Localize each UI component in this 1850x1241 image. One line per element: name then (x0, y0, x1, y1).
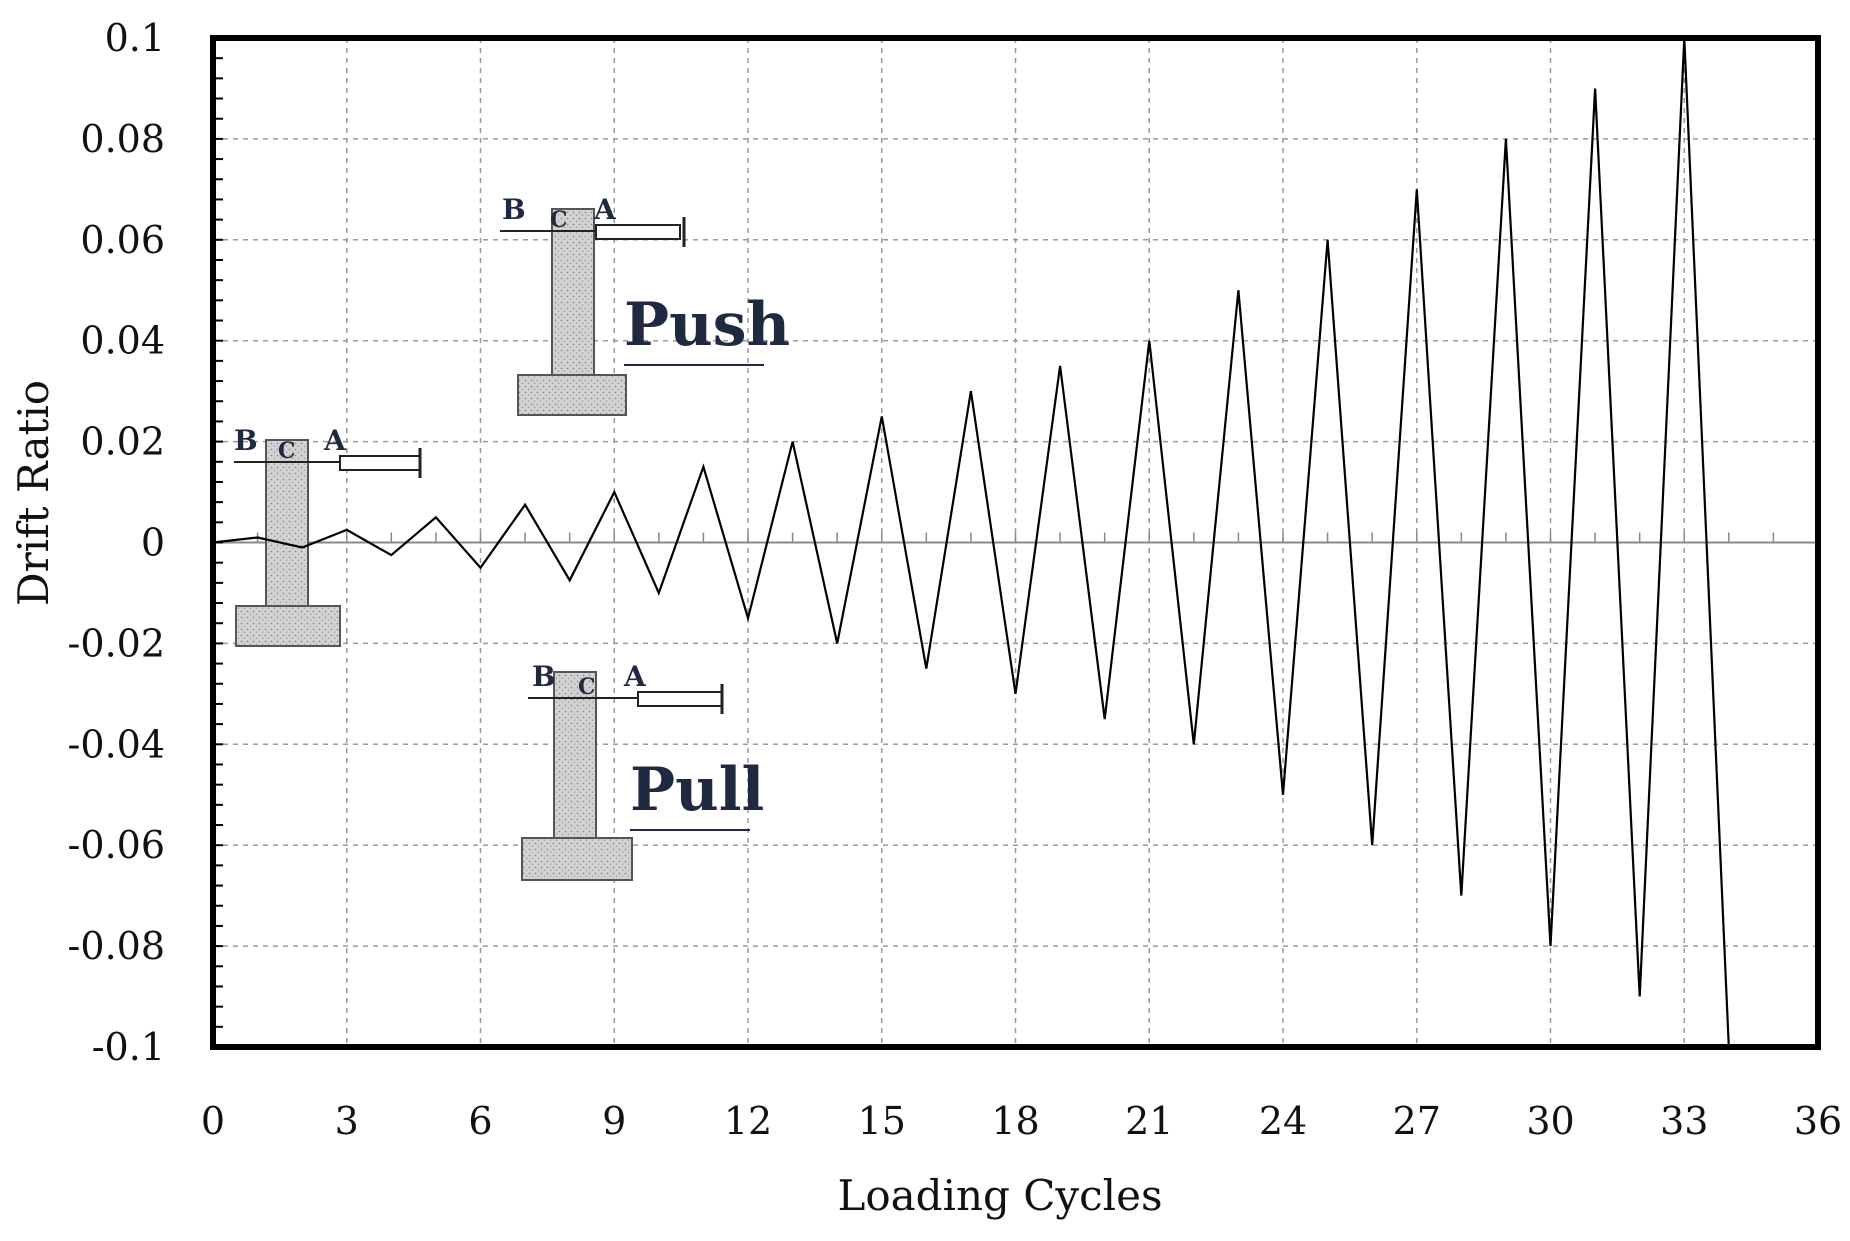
inset-label-b: B (234, 424, 258, 457)
inset-label-a: A (323, 424, 347, 457)
y-tick-label: -0.02 (68, 621, 165, 665)
x-tick-label: 3 (335, 1099, 359, 1143)
x-tick-label: 24 (1259, 1099, 1307, 1143)
x-tick-label: 33 (1660, 1099, 1708, 1143)
x-tick-label: 15 (858, 1099, 906, 1143)
y-tick-label: 0.02 (80, 420, 165, 464)
y-tick-label: -0.1 (92, 1025, 165, 1069)
specimen-column (265, 439, 309, 611)
inset-label-c: C (278, 438, 296, 464)
plot-frame (210, 35, 1821, 1050)
push-label: Push (624, 290, 790, 360)
x-tick-label: 21 (1125, 1099, 1173, 1143)
x-tick-label: 36 (1794, 1099, 1842, 1143)
inset-label-b: B (502, 193, 526, 226)
inset-label-b: B (532, 660, 556, 693)
inset-label-c: C (550, 207, 568, 233)
specimen-inset-push: B C A Push (500, 193, 790, 416)
x-tick-label: 12 (724, 1099, 772, 1143)
specimen-inset-pull: B C A Pull (521, 660, 764, 881)
y-tick-label: 0.06 (80, 218, 165, 262)
y-tick-label: 0 (141, 521, 165, 565)
y-tick-label: -0.06 (68, 823, 165, 867)
x-tick-labels: 0 3 6 9 12 15 18 21 24 27 30 33 36 (201, 1099, 1842, 1143)
x-axis-title: Loading Cycles (837, 1171, 1162, 1220)
inset-label-a: A (593, 193, 617, 226)
y-tick-label: 0.1 (105, 16, 165, 60)
plot-border (210, 35, 1821, 1050)
inset-label-a: A (623, 660, 647, 693)
specimen-column (553, 671, 597, 839)
specimen-footing (521, 837, 633, 881)
x-tick-label: 30 (1526, 1099, 1574, 1143)
x-tick-label: 27 (1393, 1099, 1441, 1143)
x-tick-label: 18 (991, 1099, 1039, 1143)
x-tick-label: 9 (602, 1099, 626, 1143)
actuator (595, 224, 681, 240)
specimen-footing (235, 605, 341, 647)
y-tick-labels: 0.1 0.08 0.06 0.04 0.02 0 -0.02 -0.04 -0.06 -0.08… (68, 16, 165, 1069)
series-layer (212, 37, 1730, 1048)
y-axis-title: Drift Ratio (9, 380, 58, 606)
y-tick-label: -0.04 (68, 722, 165, 766)
y-tick-label: 0.08 (80, 117, 165, 161)
actuator (339, 455, 421, 471)
specimen-column (551, 208, 595, 376)
pull-label: Pull (630, 755, 764, 825)
specimen-footing (517, 374, 627, 416)
y-tick-label: 0.04 (80, 319, 165, 363)
y-tick-label: -0.08 (68, 924, 165, 968)
inset-label-c: C (578, 674, 596, 700)
actuator (637, 691, 723, 707)
specimen-inset-origin: B C A (234, 424, 422, 647)
drift-ratio-series-line (212, 37, 1730, 1048)
x-tick-label: 6 (468, 1099, 492, 1143)
x-tick-label: 0 (201, 1099, 225, 1143)
